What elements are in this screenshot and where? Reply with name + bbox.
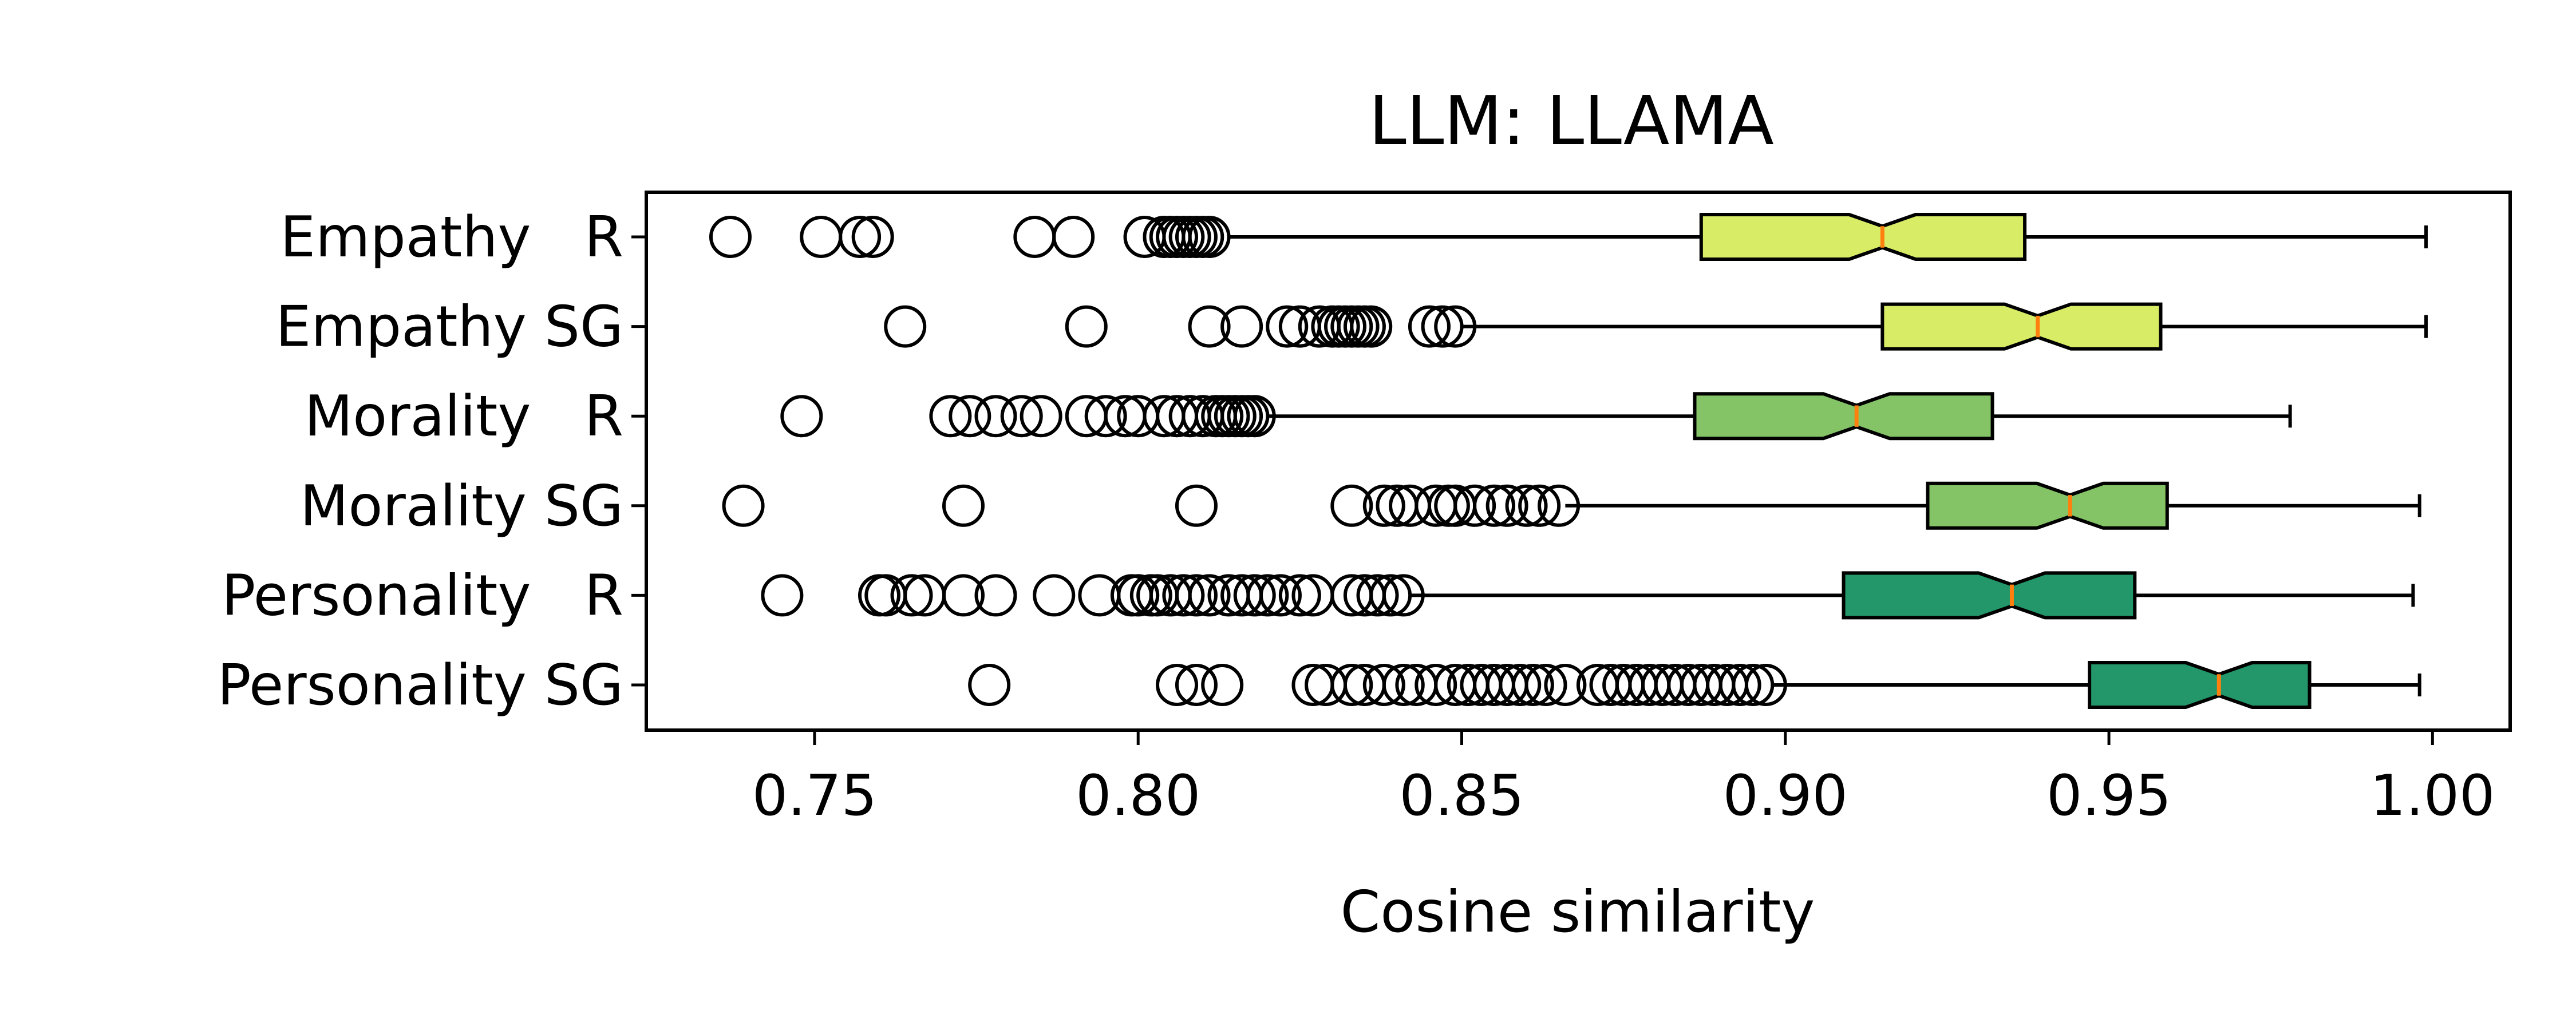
outlier-point [1362, 664, 1405, 706]
outlier-point [1084, 395, 1127, 438]
outlier-point [1188, 305, 1231, 348]
outlier-point [1524, 664, 1567, 706]
box-group [709, 213, 2428, 261]
outlier-point [1421, 305, 1464, 348]
outlier-point [1188, 574, 1231, 617]
x-tick-label: 0.95 [2046, 763, 2171, 829]
outlier-point [1362, 484, 1405, 527]
outlier-point [709, 216, 752, 258]
outlier-point [968, 664, 1011, 706]
y-tick-label: Morality SG [300, 474, 623, 539]
outlier-point [1356, 574, 1399, 617]
outlier-point [1020, 395, 1062, 438]
y-tick-label: Morality R [305, 384, 623, 449]
outlier-point [1175, 484, 1218, 527]
outlier-point [1188, 216, 1231, 258]
outlier-point [1744, 664, 1787, 706]
outlier-point [1233, 395, 1276, 438]
outlier-point [1350, 305, 1393, 348]
outlier-point [1220, 305, 1263, 348]
outlier-point [1259, 574, 1302, 617]
outlier-point [1065, 305, 1108, 348]
box-group [722, 481, 2421, 530]
x-axis: 0.75 0.80 0.85 0.90 0.95 1.00 [752, 730, 2495, 829]
y-tick-label: Empathy R [280, 205, 623, 270]
x-tick-label: 0.80 [1076, 763, 1200, 829]
outlier-point [1544, 664, 1587, 706]
outlier-point [1415, 664, 1457, 706]
outlier-point [1732, 664, 1775, 706]
outlier-point [1511, 664, 1554, 706]
outlier-point [1266, 305, 1309, 348]
outlier-point [1033, 574, 1076, 617]
x-tick-label: 1.00 [2370, 763, 2495, 829]
outlier-point [780, 395, 823, 438]
x-tick-label: 0.75 [752, 763, 877, 829]
outlier-point [1473, 484, 1516, 527]
outlier-point [1538, 484, 1581, 527]
outlier-point [1330, 664, 1373, 706]
outlier-point [974, 395, 1017, 438]
outlier-point [1453, 484, 1496, 527]
outlier-point [1201, 664, 1244, 706]
outlier-point [942, 574, 985, 617]
x-tick-label: 0.90 [1723, 763, 1848, 829]
outlier-point [929, 395, 972, 438]
outlier-point [890, 574, 933, 617]
outlier-point [1505, 484, 1548, 527]
box-group [968, 661, 2421, 709]
chart-title: LLM: LLAMA [1369, 81, 1774, 160]
outlier-point [1382, 664, 1425, 706]
outlier-point [800, 216, 843, 258]
outlier-point [942, 484, 985, 527]
outlier-point [1499, 664, 1542, 706]
outlier-point [1408, 305, 1451, 348]
outlier-point [722, 484, 765, 527]
outlier-point [839, 216, 882, 258]
notched-box [1880, 302, 2163, 351]
y-tick-label: Personality SG [217, 653, 623, 718]
y-axis: Empathy R Empathy SG Morality R Morality SG… [217, 205, 646, 718]
outlier-point [1434, 305, 1477, 348]
outlier-point [851, 216, 894, 258]
outlier-point [1278, 574, 1321, 617]
y-tick-label: Empathy SG [276, 295, 623, 360]
x-axis-label: Cosine similarity [1340, 878, 1815, 945]
outlier-point [761, 574, 804, 617]
y-tick-label: Personality R [222, 563, 623, 628]
outlier-point [1233, 574, 1276, 617]
outlier-point [974, 574, 1017, 617]
outlier-point [1162, 574, 1205, 617]
notched-box [1842, 571, 2137, 620]
plot-area [709, 213, 2428, 709]
outlier-point [1718, 664, 1761, 706]
notched-box [1926, 481, 2169, 530]
outlier-point [949, 395, 991, 438]
outlier-point [1382, 574, 1425, 617]
outlier-point [1330, 484, 1373, 527]
box-group [884, 302, 2428, 351]
x-tick-label: 0.85 [1399, 763, 1524, 829]
outlier-point [1052, 216, 1095, 258]
outlier-point [1013, 216, 1056, 258]
outlier-point [1485, 484, 1528, 527]
outlier-point [884, 305, 927, 348]
notched-box [1699, 213, 2027, 261]
box-group [780, 392, 2292, 441]
outlier-point [1000, 395, 1043, 438]
outlier-point [1175, 574, 1218, 617]
notched-box [2088, 661, 2312, 709]
box-group [761, 571, 2415, 620]
outlier-point [1156, 664, 1199, 706]
outlier-point [1369, 574, 1412, 617]
plot-frame [645, 191, 2512, 732]
notched-box [1693, 392, 1994, 441]
outlier-point [1246, 574, 1289, 617]
outlier-point [1117, 574, 1160, 617]
outlier-point [1518, 484, 1561, 527]
outlier-point [1175, 664, 1218, 706]
